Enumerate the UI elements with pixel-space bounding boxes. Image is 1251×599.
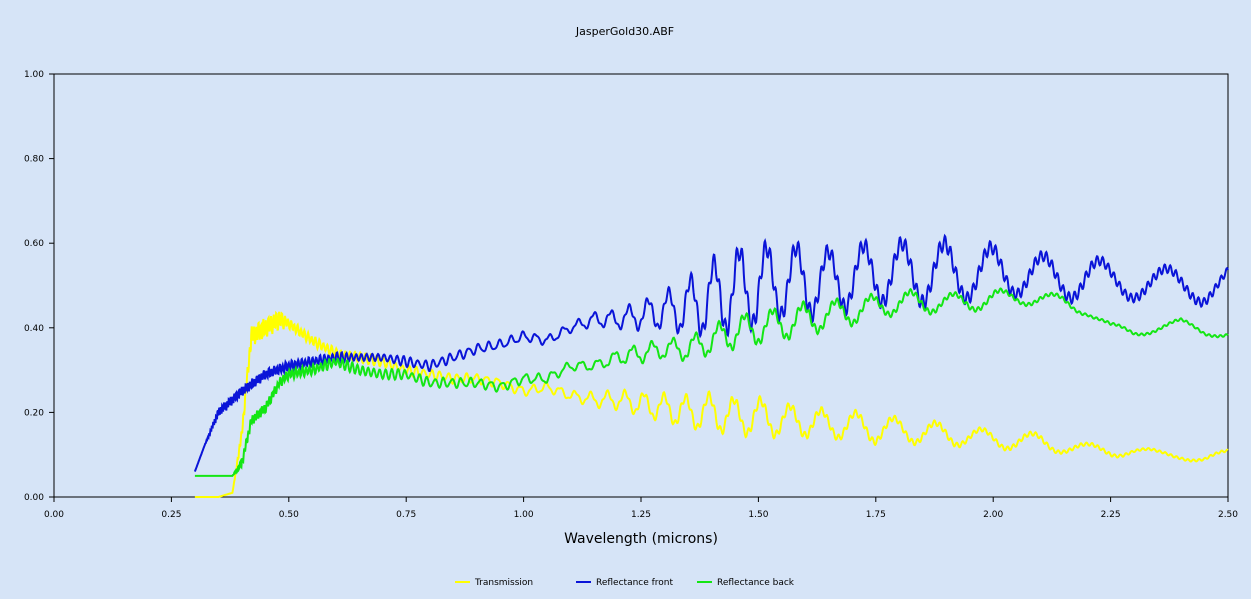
plot-area: 0.00 0.20 0.40 0.60 0.80 1.00 0.00 0.25 0.50 0.75… — [24, 70, 1238, 520]
y-tick-label: 0.00 — [24, 493, 44, 503]
x-tick-label: 1.25 — [631, 510, 651, 520]
x-tick-label: 0.75 — [396, 510, 416, 520]
legend: Transmission Reflectance front Reflectance… — [455, 578, 795, 588]
y-tick-label: 0.20 — [24, 408, 44, 418]
y-tick-label: 0.80 — [24, 155, 44, 165]
legend-label: Reflectance front — [596, 578, 674, 588]
y-tick-label: 0.60 — [24, 239, 44, 249]
x-tick-label: 1.50 — [748, 510, 768, 520]
x-tick-label: 0.25 — [161, 510, 181, 520]
x-tick-label: 2.00 — [983, 510, 1003, 520]
y-tick-label: 1.00 — [24, 70, 44, 80]
series-line-reflectance-front — [193, 233, 1229, 472]
series-line-reflectance-back — [194, 287, 1229, 477]
plot-frame — [53, 73, 1229, 498]
legend-label: Transmission — [474, 578, 533, 588]
x-tick-label: 0.50 — [279, 510, 299, 520]
series-line-transmission — [194, 310, 1229, 498]
legend-label: Reflectance back — [717, 578, 795, 588]
x-tick-label: 1.75 — [866, 510, 886, 520]
x-tick-label: 2.50 — [1218, 510, 1238, 520]
x-tick-label: 1.00 — [514, 510, 534, 520]
x-tick-label: 0.00 — [44, 510, 64, 520]
y-tick-label: 0.40 — [24, 324, 44, 334]
chart-title: JasperGold30.ABF — [575, 25, 674, 38]
x-tick-label: 2.25 — [1101, 510, 1121, 520]
x-axis-label: Wavelength (microns) — [564, 531, 718, 547]
